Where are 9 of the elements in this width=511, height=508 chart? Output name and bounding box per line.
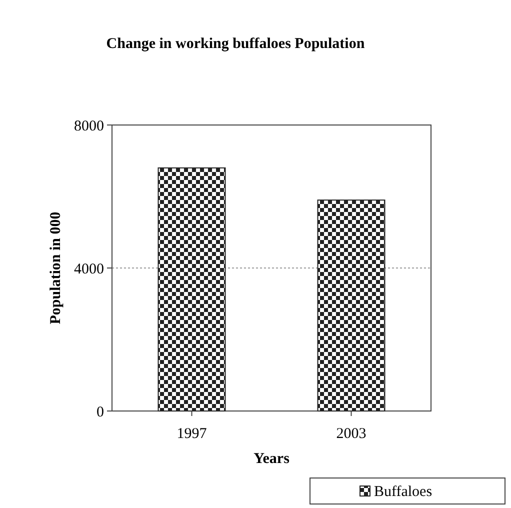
y-tick-label: 8000 — [74, 118, 104, 134]
y-axis-title: Population in 000 — [48, 212, 64, 324]
y-tick-label: 4000 — [74, 261, 104, 278]
x-tick-label: 2003 — [336, 426, 366, 442]
x-tick-label: 1997 — [176, 426, 208, 442]
chart-title: Change in working buffaloes Population — [106, 36, 366, 52]
y-tick-label: 0 — [96, 404, 104, 420]
x-axis-title: Years — [254, 451, 290, 467]
legend-label: Buffaloes — [374, 484, 432, 500]
